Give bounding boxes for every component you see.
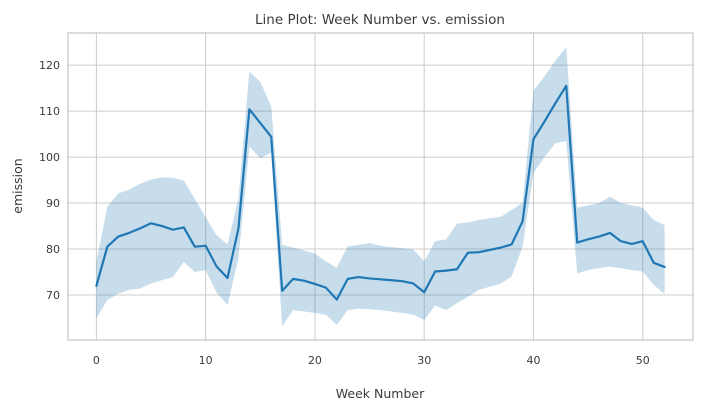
y-axis-label: emission: [10, 158, 25, 213]
y-tick-label: 100: [39, 151, 60, 164]
x-tick-labels: 0 10 20 30 40 50: [93, 354, 650, 367]
x-tick-label: 50: [636, 354, 650, 367]
x-tick-label: 40: [526, 354, 540, 367]
x-tick-label: 30: [417, 354, 431, 367]
grid: [68, 33, 693, 340]
x-axis-label: Week Number: [336, 386, 425, 401]
y-tick-label: 70: [46, 289, 60, 302]
y-tick-labels: 70 80 90 100 110 120: [39, 59, 60, 302]
x-tick-label: 20: [308, 354, 322, 367]
emission-line: [95, 84, 666, 301]
y-tick-label: 90: [46, 197, 60, 210]
x-tick-label: 0: [93, 354, 100, 367]
y-tick-label: 120: [39, 59, 60, 72]
confidence-band: [96, 47, 665, 327]
x-tick-label: 10: [199, 354, 213, 367]
axes-border: [67, 32, 694, 341]
plot-area: [68, 33, 693, 340]
chart-title: Line Plot: Week Number vs. emission: [255, 12, 505, 28]
y-tick-label: 80: [46, 243, 60, 256]
y-tick-label: 110: [39, 105, 60, 118]
